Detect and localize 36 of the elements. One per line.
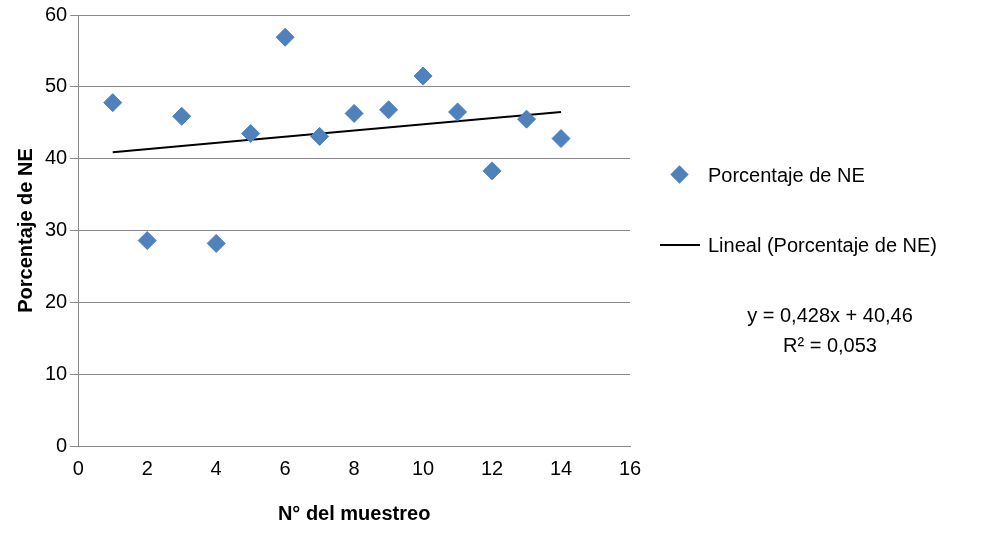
x-tick-label: 16	[618, 456, 642, 479]
point	[551, 129, 571, 149]
y-tick-label: 30	[45, 218, 68, 241]
legend-label: Porcentaje de NE	[708, 163, 865, 187]
y-tick-label: 60	[45, 2, 68, 25]
text: y = 0,428x + 40,46	[746, 303, 914, 328]
y-tick-label: 10	[45, 361, 68, 384]
point	[448, 102, 468, 122]
x-tick-label: 4	[210, 456, 222, 479]
y-tick-label: 20	[45, 289, 68, 312]
point	[137, 231, 157, 251]
x-tick-label: 8	[348, 456, 360, 479]
y-tick-label: 50	[45, 74, 68, 97]
point	[310, 126, 330, 146]
point	[413, 66, 433, 86]
x-tick-label: 10	[411, 456, 435, 479]
point	[275, 27, 295, 47]
x-axis-title: N° del muestreo	[277, 501, 431, 524]
legend-label: Lineal (Porcentaje de NE)	[708, 233, 938, 257]
point	[482, 161, 502, 181]
point	[103, 93, 123, 113]
point	[206, 233, 226, 253]
x-tick-label: 12	[480, 456, 504, 479]
point	[172, 106, 192, 126]
x-tick-label: 0	[72, 456, 84, 479]
x-tick-label: 2	[141, 456, 153, 479]
text: R² = 0,053	[782, 333, 878, 358]
x-tick-label: 6	[279, 456, 291, 479]
point	[517, 109, 537, 129]
y-tick-label: 40	[45, 146, 68, 169]
y-axis-title: Porcentaje de NE	[13, 148, 36, 313]
point	[241, 124, 261, 144]
x-tick-label: 14	[549, 456, 573, 479]
point	[379, 100, 399, 120]
point	[344, 103, 364, 123]
y-tick-label: 0	[56, 433, 68, 456]
